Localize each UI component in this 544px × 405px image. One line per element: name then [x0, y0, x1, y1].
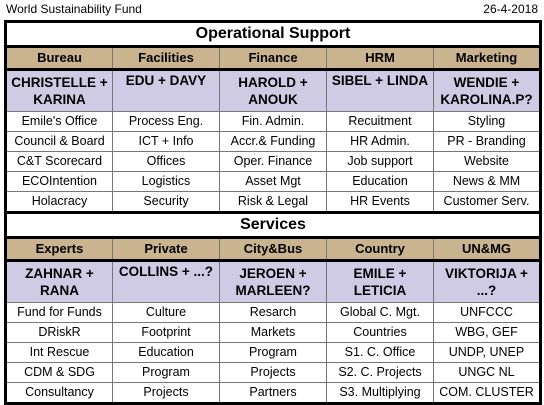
- table-cell: Projects: [219, 362, 327, 383]
- table-cell: COM. CLUSTER: [433, 382, 542, 405]
- table-cell: Process Eng.: [112, 111, 220, 132]
- team-cell: VIKTORIJA + ...?: [433, 260, 542, 303]
- team-cell: CHRISTELLE + KARINA: [4, 69, 113, 112]
- table-cell: Holacracy: [4, 191, 113, 214]
- table-cell: Asset Mgt: [219, 171, 327, 192]
- table-row: Int Rescue Education Program S1. C. Offi…: [4, 342, 542, 363]
- table-cell: Styling: [433, 111, 542, 132]
- team-cell: ZAHNAR + RANA: [4, 260, 113, 303]
- table-cell: Job support: [326, 151, 434, 172]
- table-cell: Consultancy: [4, 382, 113, 405]
- team-cell: EDU + DAVY: [112, 69, 220, 112]
- table-cell: S1. C. Office: [326, 342, 434, 363]
- column-header: HRM: [326, 46, 434, 71]
- document-date: 26-4-2018: [483, 2, 538, 16]
- team-cell: EMILE + LETICIA: [326, 260, 434, 303]
- table-cell: Projects: [112, 382, 220, 405]
- table-cell: Program: [112, 362, 220, 383]
- table-cell: Markets: [219, 322, 327, 343]
- team-cell: HAROLD + ANOUK: [219, 69, 327, 112]
- table-cell: PR - Branding: [433, 131, 542, 152]
- table-cell: News & MM: [433, 171, 542, 192]
- section-title: Operational Support: [4, 20, 542, 48]
- table-cell: UNGC NL: [433, 362, 542, 383]
- table-cell: Program: [219, 342, 327, 363]
- column-header: City&Bus: [219, 237, 327, 262]
- table-cell: Offices: [112, 151, 220, 172]
- table-cell: UNFCCC: [433, 302, 542, 323]
- section-title: Services: [4, 211, 542, 239]
- section-title-row: Services: [4, 211, 542, 239]
- top-bar: World Sustainability Fund 26-4-2018: [0, 0, 544, 18]
- table-row: Council & Board ICT + Info Accr.& Fundin…: [4, 131, 542, 152]
- table-cell: UNDP, UNEP: [433, 342, 542, 363]
- table-cell: HR Admin.: [326, 131, 434, 152]
- table-cell: Fin. Admin.: [219, 111, 327, 132]
- column-header: Marketing: [433, 46, 542, 71]
- table-row: Holacracy Security Risk & Legal HR Event…: [4, 191, 542, 214]
- table-cell: Council & Board: [4, 131, 113, 152]
- table-cell: Emile's Office: [4, 111, 113, 132]
- table-cell: Website: [433, 151, 542, 172]
- table-cell: Fund for Funds: [4, 302, 113, 323]
- table-cell: Education: [326, 171, 434, 192]
- table-cell: Recuitment: [326, 111, 434, 132]
- table-cell: Security: [112, 191, 220, 214]
- table-cell: S2. C. Projects: [326, 362, 434, 383]
- table-cell: Oper. Finance: [219, 151, 327, 172]
- column-header: Country: [326, 237, 434, 262]
- table-cell: Customer Serv.: [433, 191, 542, 214]
- team-cell: JEROEN + MARLEEN?: [219, 260, 327, 303]
- table-row: ECOIntention Logistics Asset Mgt Educati…: [4, 171, 542, 192]
- table-cell: Logistics: [112, 171, 220, 192]
- table-cell: S3. Multiplying: [326, 382, 434, 405]
- table-cell: ECOIntention: [4, 171, 113, 192]
- column-header-row: Bureau Facilities Finance HRM Marketing: [4, 46, 542, 71]
- table-row: Emile's Office Process Eng. Fin. Admin. …: [4, 111, 542, 132]
- column-header: Finance: [219, 46, 327, 71]
- table-cell: Resarch: [219, 302, 327, 323]
- document-title: World Sustainability Fund: [6, 2, 142, 16]
- team-cell: COLLINS + ...?: [112, 260, 220, 303]
- table-cell: Partners: [219, 382, 327, 405]
- column-header-row: Experts Private City&Bus Country UN&MG: [4, 237, 542, 262]
- table-cell: C&T Scorecard: [4, 151, 113, 172]
- table-cell: Global C. Mgt.: [326, 302, 434, 323]
- column-header: UN&MG: [433, 237, 542, 262]
- table-cell: Culture: [112, 302, 220, 323]
- team-cell: SIBEL + LINDA: [326, 69, 434, 112]
- team-row: ZAHNAR + RANA COLLINS + ...? JEROEN + MA…: [4, 260, 542, 303]
- team-row: CHRISTELLE + KARINA EDU + DAVY HAROLD + …: [4, 69, 542, 112]
- table-cell: DRiskR: [4, 322, 113, 343]
- table-cell: WBG, GEF: [433, 322, 542, 343]
- table-row: Consultancy Projects Partners S3. Multip…: [4, 382, 542, 405]
- table-cell: CDM & SDG: [4, 362, 113, 383]
- team-cell: WENDIE + KAROLINA.P?: [433, 69, 542, 112]
- table-cell: Countries: [326, 322, 434, 343]
- table-cell: ICT + Info: [112, 131, 220, 152]
- table-row: C&T Scorecard Offices Oper. Finance Job …: [4, 151, 542, 172]
- table-cell: Accr.& Funding: [219, 131, 327, 152]
- table-cell: Footprint: [112, 322, 220, 343]
- table-cell: Education: [112, 342, 220, 363]
- table-cell: Risk & Legal: [219, 191, 327, 214]
- org-table: Operational Support Bureau Facilities Fi…: [4, 20, 542, 405]
- column-header: Experts: [4, 237, 113, 262]
- table-row: CDM & SDG Program Projects S2. C. Projec…: [4, 362, 542, 383]
- table-cell: HR Events: [326, 191, 434, 214]
- column-header: Facilities: [112, 46, 220, 71]
- column-header: Bureau: [4, 46, 113, 71]
- table-row: Fund for Funds Culture Resarch Global C.…: [4, 302, 542, 323]
- table-cell: Int Rescue: [4, 342, 113, 363]
- section-title-row: Operational Support: [4, 20, 542, 48]
- column-header: Private: [112, 237, 220, 262]
- table-row: DRiskR Footprint Markets Countries WBG, …: [4, 322, 542, 343]
